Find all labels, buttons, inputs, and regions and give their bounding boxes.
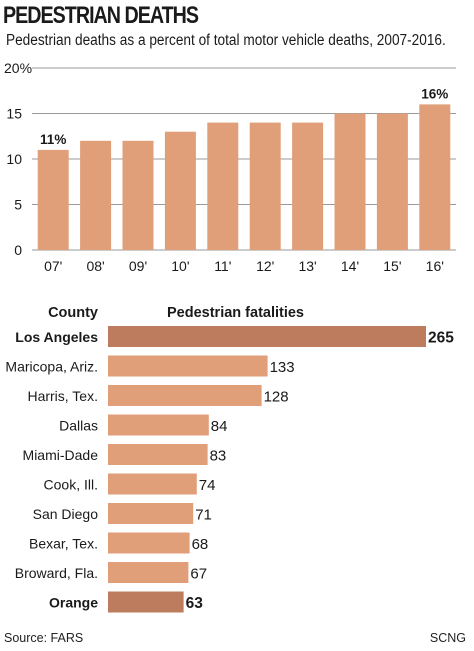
source-note: Source: FARS (4, 631, 84, 645)
x-tick-label: 10' (171, 258, 189, 274)
y-tick-label: 15 (6, 106, 22, 122)
county-bar (108, 444, 208, 465)
bar-year (37, 149, 69, 250)
bar-year (207, 122, 239, 250)
bar-year (80, 140, 112, 250)
county-value: 67 (190, 566, 207, 583)
county-label: Miami-Dade (23, 447, 99, 463)
y-tick-label: 20% (4, 60, 32, 76)
x-tick-label: 09' (129, 258, 147, 274)
bar-year (376, 113, 408, 250)
county-bar (108, 414, 209, 436)
county-value: 84 (211, 418, 228, 435)
county-label: Orange (49, 595, 98, 611)
county-bar (108, 562, 189, 583)
county-label: Dallas (59, 418, 98, 434)
county-label: Harris, Tex. (27, 388, 98, 404)
county-value: 68 (192, 536, 209, 553)
county-value: 83 (210, 448, 227, 465)
county-label: San Diego (33, 506, 99, 522)
county-header: County (48, 305, 98, 321)
county-value: 71 (195, 507, 212, 524)
county-label: Bexar, Tex. (29, 536, 98, 552)
county-bar (108, 326, 426, 347)
chart-title: PEDESTRIAN DEATHS (3, 2, 199, 29)
county-value: 133 (270, 359, 295, 376)
bar-year (122, 140, 154, 250)
chart-subtitle: Pedestrian deaths as a percent of total … (6, 32, 446, 49)
county-value: 63 (186, 595, 204, 612)
bar-year (164, 131, 196, 250)
credit-note: SCNG (429, 631, 466, 645)
x-tick-label: 15' (383, 258, 401, 274)
county-label: Los Angeles (15, 329, 98, 345)
y-tick-label: 5 (14, 197, 22, 213)
y-tick-label: 10 (6, 151, 22, 167)
county-value: 74 (199, 477, 216, 494)
x-tick-label: 16' (426, 258, 444, 274)
county-bar (108, 385, 262, 406)
x-tick-label: 12' (256, 258, 274, 274)
fatalities-header: Pedestrian fatalities (167, 305, 304, 321)
data-label: 11% (40, 132, 66, 147)
y-tick-label: 0 (14, 242, 22, 258)
bar-year (419, 104, 451, 251)
county-bar (108, 591, 184, 613)
bar-year (292, 122, 324, 250)
x-tick-label: 11' (214, 258, 231, 274)
yearly-bar-chart: 0 5 10 15 20% 07' 11% 08' 09' 10' 11' 12' 13' 14' 15' 1… (4, 60, 456, 274)
county-bar (108, 503, 194, 524)
county-value: 128 (264, 389, 289, 406)
county-bar-chart: County Pedestrian fatalities Los Angeles 26… (5, 305, 454, 613)
bar-year (249, 122, 281, 250)
x-tick-label: 14' (341, 258, 359, 274)
x-tick-label: 13' (298, 258, 316, 274)
data-label: 16% (421, 86, 448, 101)
county-bar (108, 473, 197, 495)
x-tick-label: 08' (86, 258, 104, 274)
county-bar (108, 532, 190, 554)
x-tick-label: 07' (44, 258, 62, 274)
county-bar (108, 355, 268, 377)
county-label: Cook, Ill. (44, 477, 98, 493)
county-label: Broward, Fla. (15, 565, 98, 581)
county-label: Maricopa, Ariz. (5, 359, 98, 375)
bar-year (334, 113, 366, 250)
county-value: 265 (428, 330, 454, 347)
